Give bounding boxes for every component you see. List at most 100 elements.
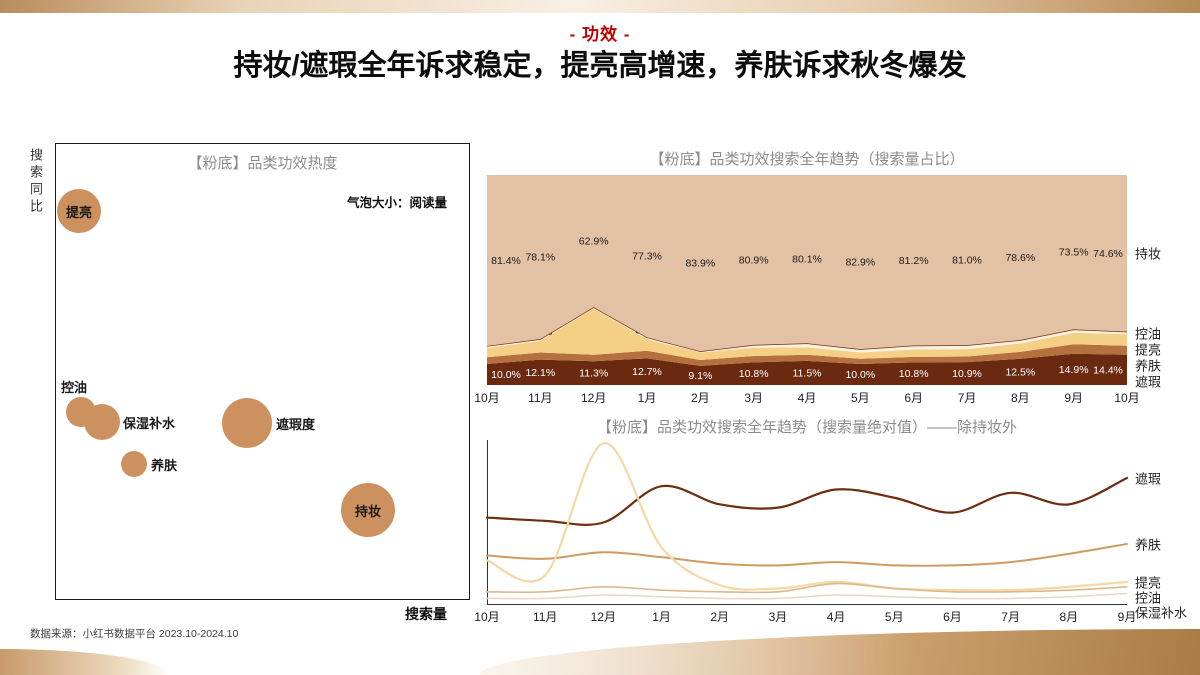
- bubble-label-1: 控油: [61, 380, 88, 395]
- line-month-labels: 10月 11月 12月 1月 2月 3月 4月 5月 6月 7月 8月 9月: [474, 608, 1136, 624]
- month-label: 5月: [850, 391, 870, 405]
- area-遮瑕: [487, 353, 1127, 385]
- month-label: 10月: [1114, 391, 1140, 405]
- data-label: 81.0%: [952, 255, 982, 267]
- data-label: 10.0%: [845, 369, 875, 381]
- month-label: 4月: [826, 610, 846, 624]
- data-label: 62.9%: [579, 236, 609, 248]
- month-label: 2月: [710, 610, 730, 624]
- data-label: 80.9%: [739, 254, 769, 266]
- data-label: 78.1%: [525, 252, 555, 264]
- data-label: 14.4%: [1093, 364, 1123, 376]
- month-label: 8月: [1010, 391, 1030, 405]
- bubble-x-axis-label: 搜索量: [405, 606, 447, 622]
- area-提亮: [487, 308, 1127, 361]
- data-label: 9.1%: [688, 370, 712, 382]
- page-title: 持妆/遮瑕全年诉求稳定，提亮高增速，养肤诉求秋冬爆发: [233, 50, 967, 82]
- month-label: 7月: [1001, 610, 1020, 624]
- month-label: 9月: [1117, 610, 1137, 624]
- bubble-4: [222, 398, 272, 448]
- data-label: 11.5%: [793, 367, 822, 379]
- series-label-控油: 控油: [1135, 590, 1162, 606]
- data-label: 12.1%: [525, 367, 555, 379]
- month-label: 3月: [744, 391, 763, 405]
- data-label: 73.5%: [1059, 247, 1089, 259]
- month-label: 10月: [474, 610, 500, 624]
- month-label: 9月: [1064, 391, 1083, 405]
- line-控油: [486, 582, 1128, 594]
- top-gradient-decoration: [0, 0, 1200, 13]
- bubble-label-4: 遮瑕度: [276, 417, 316, 432]
- data-label: 74.6%: [1093, 248, 1123, 260]
- data-label: 14.9%: [1059, 364, 1089, 376]
- bubble-2: [84, 404, 120, 440]
- stacked-chart: 【粉底】品类功效搜索全年趋势（搜索量占比） 10.0% 12.1% 11.3% 12.…: [474, 148, 1200, 420]
- month-label: 3月: [768, 610, 788, 624]
- stacked-month-labels: 10月 11月 12月 1月 2月 3月 4月 5月 6月 7月 8月 9月 10月: [474, 389, 1139, 405]
- series-label-遮瑕: 遮瑕: [1135, 471, 1162, 487]
- month-label: 6月: [904, 391, 923, 405]
- series-label-控油: 控油: [1135, 326, 1162, 342]
- stacked-chart-title: 【粉底】品类功效搜索全年趋势（搜索量占比）: [649, 151, 965, 168]
- data-label: 81.4%: [491, 255, 521, 267]
- series-label-提亮: 提亮: [1135, 342, 1162, 358]
- data-label: 12.7%: [632, 366, 662, 378]
- data-label: 10.9%: [952, 368, 982, 380]
- data-label: 81.2%: [899, 255, 929, 267]
- stacked-series-labels: 持妆控油 提亮 养肤 遮瑕: [1135, 175, 1197, 395]
- series-label-提亮: 提亮: [1135, 575, 1162, 591]
- month-label: 11月: [528, 391, 553, 405]
- series-label-养肤: 养肤: [1135, 358, 1162, 374]
- line-提亮: [485, 442, 1129, 592]
- line-chart-svg: [485, 440, 1129, 605]
- data-label: 12.5%: [1005, 366, 1035, 378]
- month-label: 2月: [690, 391, 710, 405]
- month-label: 11月: [532, 610, 558, 624]
- data-label: 82.9%: [845, 257, 875, 269]
- bubble-0: 提亮: [57, 189, 101, 233]
- data-label: 10.8%: [739, 368, 769, 380]
- bubble-chart-panel: 【粉底】品类功效热度 气泡大小：阅读量 提亮控油保湿补水养肤 遮瑕度持妆: [55, 143, 470, 600]
- axis-lines: [487, 440, 1127, 605]
- line-chart: 【粉底】品类功效搜索全年趋势（搜索量绝对值）——除持妆外 10月 11月 12月 1月…: [474, 416, 1200, 660]
- month-label: 6月: [943, 610, 962, 624]
- month-label: 4月: [797, 391, 817, 405]
- section-kicker: - 功效 -: [569, 25, 631, 44]
- line-chart-title: 【粉底】品类功效搜索全年趋势（搜索量绝对值）——除持妆外: [596, 419, 1017, 436]
- month-label: 5月: [884, 610, 904, 624]
- month-label: 8月: [1059, 610, 1079, 624]
- data-label: 10.0%: [491, 369, 521, 381]
- bubble-chart-title: 【粉底】品类功效热度: [187, 155, 338, 172]
- data-label: 77.3%: [632, 251, 662, 263]
- area-养肤: [487, 344, 1127, 366]
- data-label: 83.9%: [685, 258, 715, 270]
- area-持妆: [487, 175, 1127, 352]
- data-label: 11.3%: [579, 368, 608, 380]
- bubble-plot: 提亮控油保湿补水养肤 遮瑕度持妆: [56, 144, 469, 599]
- series-label-遮瑕: 遮瑕: [1135, 374, 1162, 390]
- footer-source: 数据来源：小红书数据平台 2023.10-2024.10: [30, 628, 239, 640]
- data-label: 10.8%: [899, 368, 929, 380]
- month-label: 12月: [580, 391, 607, 405]
- bubble-size-legend: 气泡大小：阅读量: [346, 196, 447, 210]
- month-label: 1月: [652, 610, 671, 624]
- series-label-持妆: 持妆: [1135, 246, 1162, 262]
- month-label: 1月: [637, 391, 657, 405]
- line-series-labels: 遮瑕养肤提亮 控油 保湿补水: [1135, 440, 1197, 660]
- series-label-保湿补水: 保湿补水: [1135, 605, 1188, 621]
- line-保湿补水: [486, 592, 1128, 600]
- month-label: 10月: [474, 391, 500, 405]
- month-label: 12月: [590, 610, 617, 624]
- line-遮瑕: [485, 476, 1129, 526]
- month-label: 7月: [957, 391, 977, 405]
- series-label-养肤: 养肤: [1135, 537, 1162, 553]
- stacked-area-svg: 10.0% 12.1% 11.3% 12.7% 9.1% 10.8% 11.5% 10.0% 1…: [486, 175, 1128, 385]
- data-label: 78.6%: [1005, 252, 1035, 264]
- bubble-label-3: 养肤: [151, 458, 178, 473]
- bottom-left-gradient-decoration: [0, 649, 170, 675]
- bubble-label-2: 保湿补水: [123, 416, 176, 431]
- bubble-3: [121, 451, 147, 477]
- data-label: 80.1%: [792, 254, 822, 266]
- bubble-5: 持妆: [341, 483, 395, 537]
